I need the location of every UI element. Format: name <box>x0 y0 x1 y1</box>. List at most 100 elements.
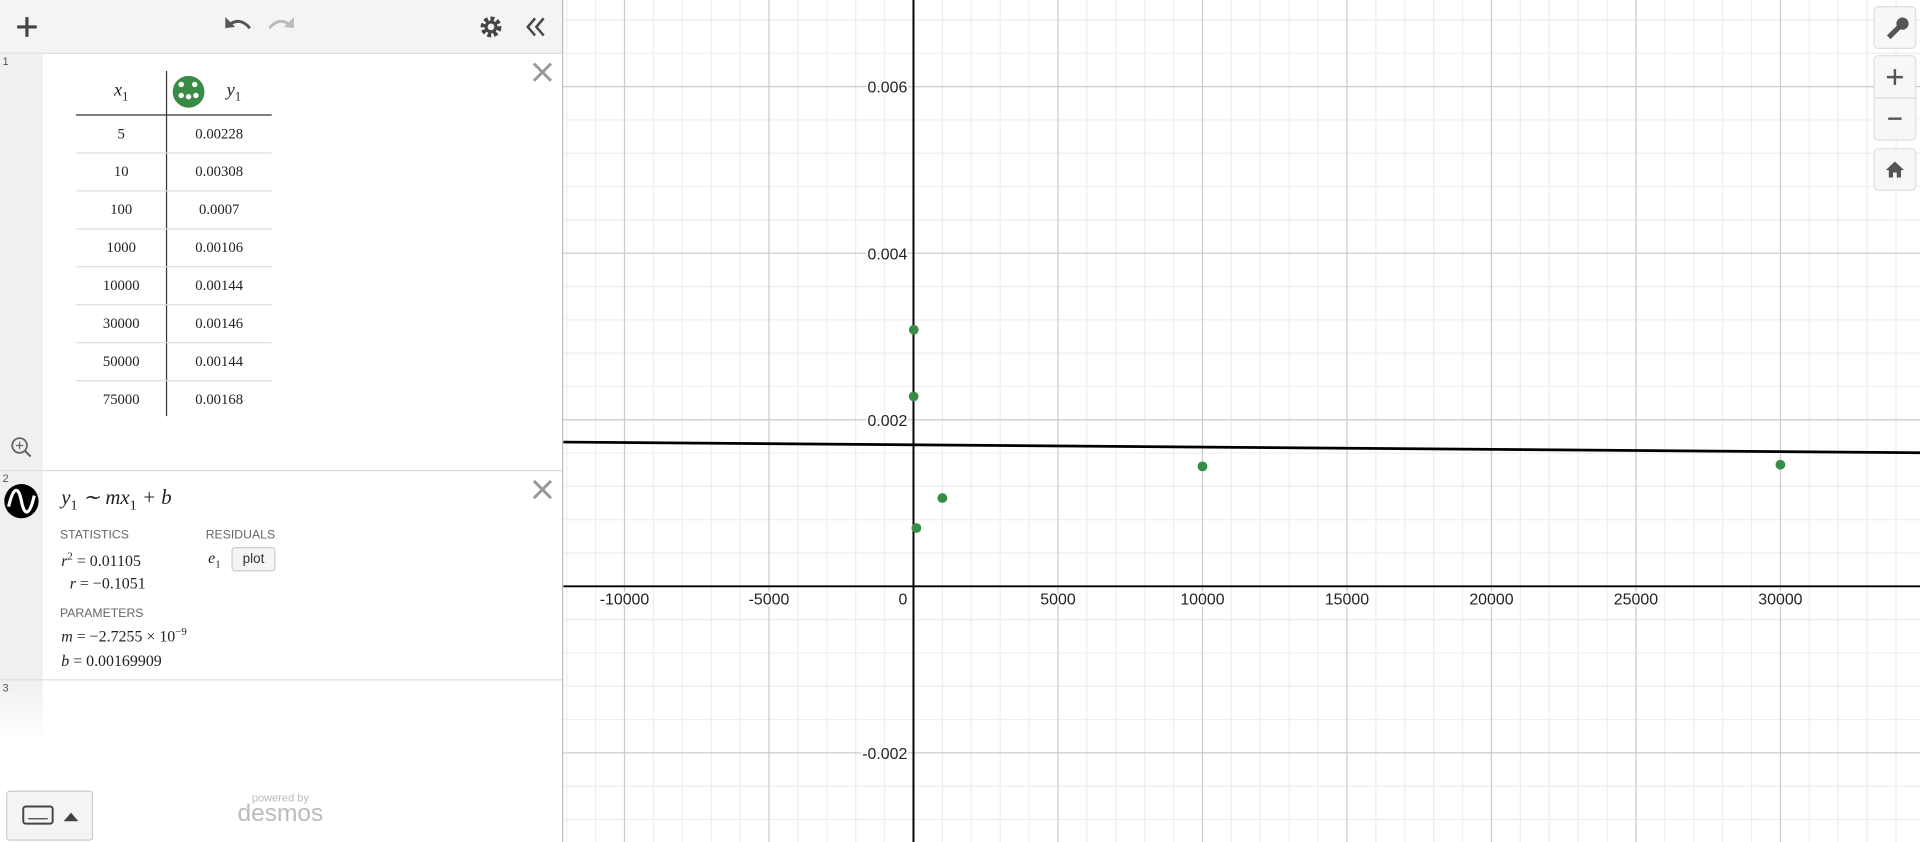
powered-by: powered by <box>251 791 309 805</box>
subscript: 1 <box>129 497 137 514</box>
table-cell: 0.00168 <box>195 390 244 408</box>
formula-text: ∼ mx <box>77 485 130 510</box>
value: = −0.1051 <box>75 573 146 593</box>
column-header: x1 <box>76 81 167 104</box>
table-cell: 50000 <box>102 352 140 370</box>
formula-text: + b <box>136 485 172 510</box>
collapse-button[interactable] <box>526 17 545 37</box>
plot-button[interactable]: plot <box>231 547 276 572</box>
symbol: r <box>69 573 76 593</box>
residual-symbol: e1 <box>208 548 220 570</box>
brand: desmos <box>237 800 324 828</box>
home-icon <box>1885 161 1905 178</box>
subscript: 1 <box>70 497 78 514</box>
table-cell: 10 <box>113 162 129 180</box>
table: x1 y1 5 0.00228 10 0.00308 100 0.0007 1000 0.0010… <box>75 70 272 417</box>
zoom-fit[interactable] <box>6 434 35 458</box>
point-style-dot <box>178 92 184 99</box>
parameters-heading: PARAMETERS <box>60 607 144 621</box>
x-tick-label: 10000 <box>1180 592 1224 609</box>
index: 2 <box>2 472 9 485</box>
regression-formula[interactable]: y1 ∼ mx1 + b <box>61 486 171 513</box>
value: = 0.00169909 <box>69 651 162 670</box>
point-style-dot <box>193 92 199 99</box>
table-cell: 5 <box>117 124 125 142</box>
formula-text: y <box>61 485 71 510</box>
undo-arrow <box>225 17 236 29</box>
regression-icon[interactable] <box>4 483 40 519</box>
y-tick-label: 0.006 <box>868 80 908 97</box>
zoom-icons[interactable] <box>1874 56 1916 139</box>
symbol: r <box>61 551 68 570</box>
subscript: 1 <box>215 557 221 570</box>
expression-list: 1 x1 y1 5 0.00228 10 0.00308 100 0.0007 1000 0.00… <box>0 0 564 842</box>
symbol: b <box>61 651 70 670</box>
branding[interactable]: powered by desmos <box>235 792 326 829</box>
separator <box>0 679 563 681</box>
add-button[interactable] <box>17 17 37 37</box>
redo-arrow <box>284 17 294 29</box>
x-tick-label: 5000 <box>1040 592 1076 609</box>
delete-button[interactable] <box>531 479 553 501</box>
point-style-dot <box>178 81 184 88</box>
table-cell: 0.00144 <box>195 352 244 370</box>
wrench-icon <box>1886 17 1909 40</box>
table-cell: 0.00106 <box>195 238 244 256</box>
data-point <box>937 493 948 503</box>
regression-line <box>563 440 1920 455</box>
settings-button[interactable] <box>480 16 502 38</box>
table-cell: 0.00144 <box>195 276 244 294</box>
toolbar <box>0 0 563 54</box>
x-tick-label: 15000 <box>1325 592 1369 609</box>
y-tick-label: 0.004 <box>868 246 908 263</box>
column-header: y1 <box>196 81 272 104</box>
y-tick-label: 0.002 <box>868 413 908 430</box>
gutter <box>0 680 43 742</box>
toolbar-icons <box>17 16 545 38</box>
symbol: m <box>61 627 73 646</box>
table-cell: 0.0007 <box>198 200 240 218</box>
keyboard-toggle[interactable] <box>6 790 94 841</box>
x-tick-label: 30000 <box>1758 592 1802 609</box>
gutter <box>0 53 43 472</box>
statistics-heading: STATISTICS <box>60 528 129 543</box>
exponent: 2 <box>67 549 73 562</box>
value: = −2.7255 × 10 <box>72 627 176 646</box>
x-tick-label: 0 <box>898 592 907 609</box>
data-point <box>1197 461 1208 472</box>
exponent: −9 <box>175 625 187 638</box>
header-name: x <box>114 80 123 101</box>
index: 3 <box>2 681 9 694</box>
table-cell: 0.00228 <box>195 124 244 142</box>
graph-paper[interactable]: -10000 -5000 0 5000 10000 15000 20000 25000 3000… <box>563 0 1920 842</box>
x-tick-label: -10000 <box>600 592 650 609</box>
residuals-heading: RESIDUALS <box>205 528 276 543</box>
table-lines <box>75 70 272 417</box>
index: 1 <box>2 55 9 68</box>
delete-button[interactable] <box>531 61 553 83</box>
data-point <box>908 324 919 335</box>
table-cell: 0.00146 <box>195 314 244 332</box>
separator <box>0 469 563 472</box>
header-name: y <box>226 80 235 101</box>
y-tick-label: -0.002 <box>862 746 907 763</box>
table-cell: 30000 <box>102 314 140 332</box>
r-squared: r2 = 0.01105 <box>61 550 141 571</box>
table-cell: 100 <box>110 200 133 218</box>
table-cell: 0.00308 <box>195 162 244 180</box>
home-button[interactable] <box>1873 148 1917 191</box>
x-tick-label: 20000 <box>1469 592 1513 609</box>
data-point <box>908 391 919 402</box>
header-subscript: 1 <box>234 90 242 105</box>
data-point <box>1775 459 1786 470</box>
table-cell: 10000 <box>102 276 140 294</box>
graph-settings[interactable] <box>1873 6 1917 49</box>
point-style-dot <box>192 81 198 88</box>
table-cell: 1000 <box>106 238 136 256</box>
keyboard-icon <box>22 805 79 825</box>
x-tick-label: -5000 <box>749 592 790 609</box>
table-cell: 75000 <box>102 390 140 408</box>
